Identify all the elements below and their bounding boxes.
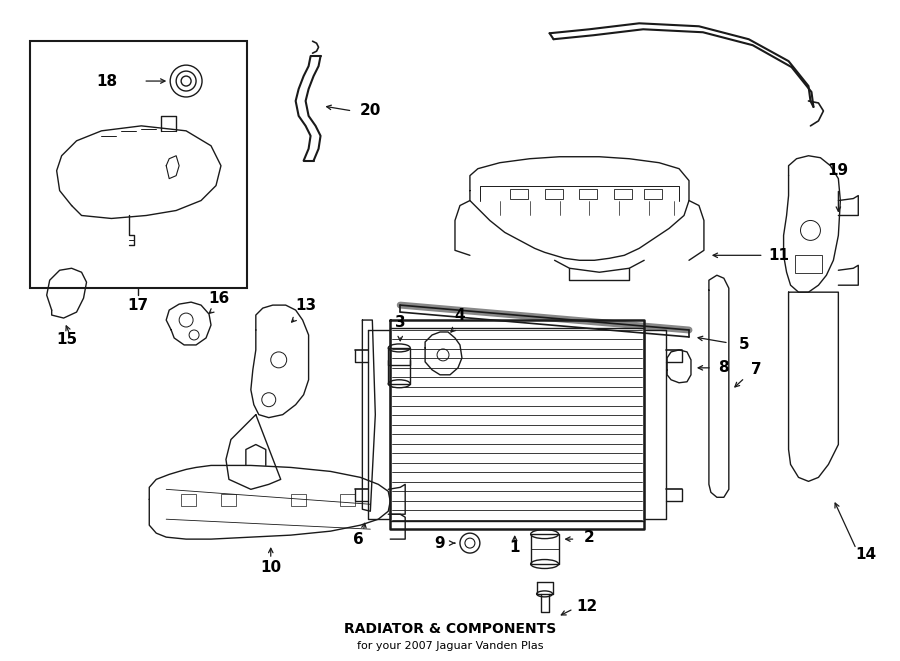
Text: for your 2007 Jaguar Vanden Plas: for your 2007 Jaguar Vanden Plas [356, 641, 544, 650]
Text: 1: 1 [509, 539, 520, 555]
Text: 10: 10 [260, 559, 282, 574]
Text: 16: 16 [208, 291, 230, 305]
Text: 3: 3 [395, 315, 406, 330]
Bar [30, 41, 247, 288]
Bar [644, 188, 662, 198]
Text: 2: 2 [584, 529, 595, 545]
Text: 7: 7 [752, 362, 762, 377]
Text: 19: 19 [828, 163, 849, 178]
Bar [615, 188, 632, 198]
Text: 9: 9 [435, 535, 446, 551]
Text: 6: 6 [353, 531, 364, 547]
Bar [181, 494, 196, 506]
Text: 13: 13 [295, 297, 316, 313]
Text: 15: 15 [56, 332, 77, 348]
Text: 14: 14 [856, 547, 877, 562]
Bar [340, 494, 356, 506]
Text: 20: 20 [360, 103, 381, 118]
Text: 12: 12 [577, 600, 598, 614]
Bar [544, 188, 562, 198]
Bar [795, 255, 823, 273]
Bar [509, 188, 527, 198]
Text: 17: 17 [128, 297, 148, 313]
Text: 4: 4 [454, 307, 465, 323]
Bar [291, 494, 306, 506]
Text: 5: 5 [738, 337, 749, 352]
Bar [221, 494, 236, 506]
Text: 11: 11 [768, 248, 789, 263]
Text: 18: 18 [96, 73, 117, 89]
Text: RADIATOR & COMPONENTS: RADIATOR & COMPONENTS [344, 622, 556, 636]
Bar [580, 188, 598, 198]
Text: 8: 8 [718, 360, 729, 375]
